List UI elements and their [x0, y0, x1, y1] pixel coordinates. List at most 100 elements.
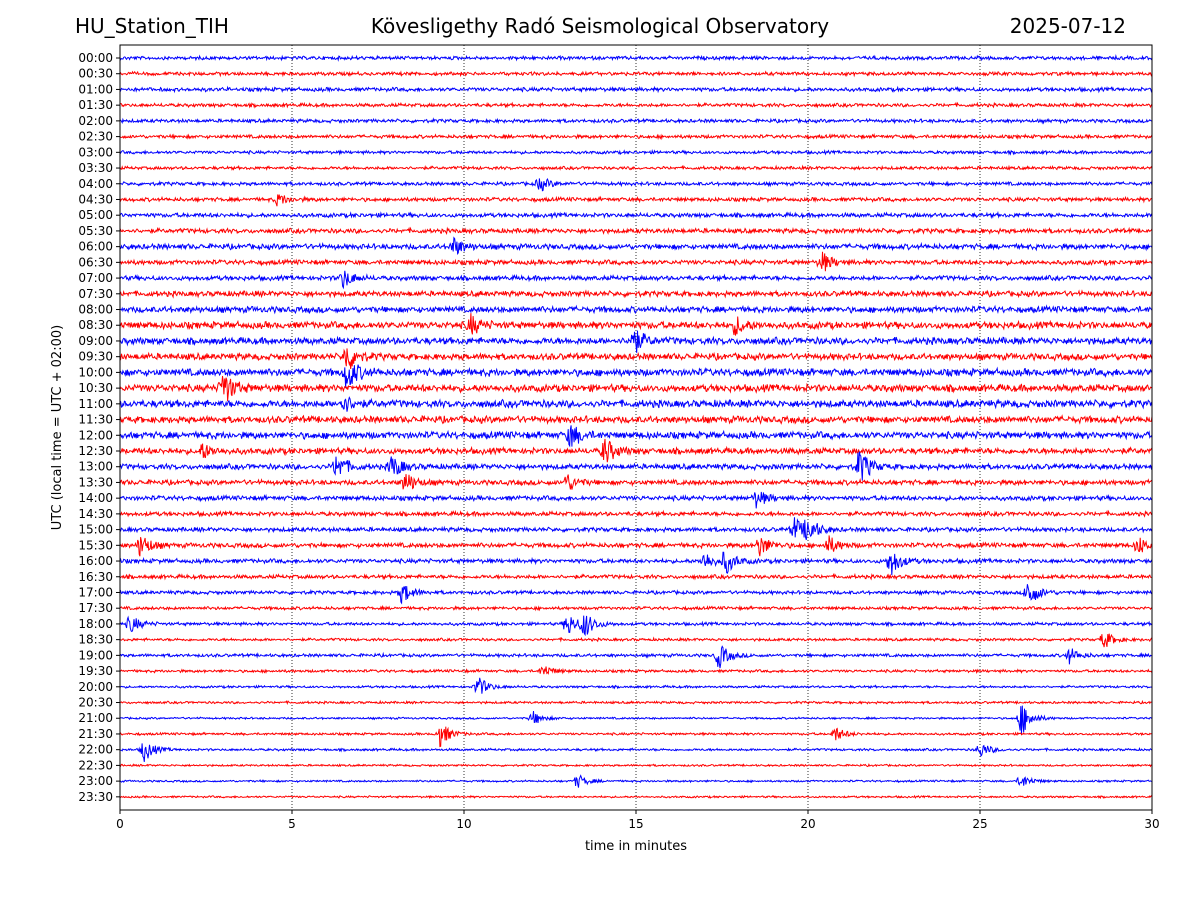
y-tick-label: 23:30 — [78, 790, 113, 804]
y-tick-label: 02:30 — [78, 130, 113, 144]
trace-2130 — [119, 726, 1153, 748]
trace-1630 — [119, 572, 1153, 581]
y-tick-label: 05:30 — [78, 224, 113, 238]
trace-1130 — [119, 414, 1153, 425]
trace-0400 — [119, 178, 1153, 192]
trace-1730 — [119, 604, 1153, 612]
trace-0830 — [119, 313, 1153, 336]
trace-1300 — [119, 451, 1153, 481]
y-tick-label: 15:30 — [78, 538, 113, 552]
y-tick-label: 18:30 — [78, 633, 113, 647]
trace-1100 — [119, 396, 1153, 412]
observatory-title: Kövesligethy Radó Seismological Observat… — [370, 14, 830, 38]
y-tick-label: 06:30 — [78, 255, 113, 269]
trace-0600 — [119, 236, 1153, 256]
x-tick-label: 25 — [972, 817, 987, 831]
station-name: HU_Station_TIH — [75, 14, 229, 38]
trace-0700 — [119, 270, 1153, 290]
trace-2230 — [119, 763, 1153, 768]
trace-0730 — [119, 289, 1153, 299]
x-axis-label: time in minutes — [585, 839, 687, 854]
trace-0630 — [119, 251, 1153, 272]
y-tick-label: 12:00 — [78, 428, 113, 442]
trace-1600 — [119, 551, 1153, 576]
y-tick-label: 14:30 — [78, 507, 113, 521]
y-tick-label: 03:00 — [78, 145, 113, 159]
x-tick-label: 30 — [1144, 817, 1159, 831]
y-tick-label: 16:00 — [78, 554, 113, 568]
trace-0230 — [119, 133, 1153, 141]
trace-0330 — [119, 164, 1153, 172]
x-tick-label: 10 — [456, 817, 471, 831]
y-tick-label: 00:00 — [78, 51, 113, 65]
y-tick-label: 09:30 — [78, 350, 113, 364]
trace-2300 — [119, 774, 1153, 788]
trace-1430 — [119, 509, 1153, 518]
y-tick-label: 14:00 — [78, 491, 113, 505]
trace-1800 — [119, 615, 1153, 637]
x-tick-label: 5 — [288, 817, 296, 831]
y-tick-label: 15:00 — [78, 523, 113, 537]
y-tick-label: 17:30 — [78, 601, 113, 615]
y-tick-label: 08:00 — [78, 303, 113, 317]
y-tick-label: 03:30 — [78, 161, 113, 175]
trace-1500 — [119, 517, 1153, 540]
x-tick-label: 0 — [116, 817, 124, 831]
trace-1830 — [119, 633, 1153, 648]
y-tick-label: 16:30 — [78, 570, 113, 584]
y-axis-label: UTC (local time = UTC + 02:00) — [50, 325, 65, 530]
trace-0200 — [119, 117, 1153, 125]
y-tick-label: 01:30 — [78, 98, 113, 112]
y-tick-label: 00:30 — [78, 67, 113, 81]
y-tick-label: 17:00 — [78, 585, 113, 599]
y-tick-label: 10:30 — [78, 381, 113, 395]
y-tick-label: 08:30 — [78, 318, 113, 332]
y-tick-label: 07:00 — [78, 271, 113, 285]
trace-0930 — [119, 348, 1153, 369]
trace-0500 — [119, 210, 1153, 220]
trace-2030 — [119, 699, 1153, 706]
chart-date: 2025-07-12 — [1009, 14, 1126, 38]
y-tick-label: 05:00 — [78, 208, 113, 222]
trace-1700 — [119, 584, 1153, 605]
y-tick-label: 12:30 — [78, 444, 113, 458]
trace-1200 — [120, 425, 1153, 448]
trace-0300 — [119, 148, 1153, 156]
y-tick-label: 20:00 — [78, 680, 113, 694]
y-tick-label: 21:00 — [78, 711, 113, 725]
y-tick-label: 22:00 — [78, 743, 113, 757]
trace-0430 — [119, 194, 1153, 207]
trace-1930 — [119, 666, 1153, 675]
trace-1030 — [119, 375, 1153, 402]
y-tick-label: 06:00 — [78, 240, 113, 254]
seismogram-traces — [119, 54, 1153, 800]
y-tick-label: 13:00 — [78, 460, 113, 474]
trace-2100 — [119, 705, 1152, 735]
trace-1000 — [119, 364, 1153, 389]
y-tick-label: 09:00 — [78, 334, 113, 348]
y-tick-label: 01:00 — [78, 82, 113, 96]
y-tick-label: 13:30 — [78, 475, 113, 489]
trace-0030 — [119, 70, 1153, 78]
y-tick-label: 22:30 — [78, 758, 113, 772]
y-tick-label: 19:00 — [78, 648, 113, 662]
trace-1900 — [119, 645, 1153, 669]
y-tick-label: 21:30 — [78, 727, 113, 741]
y-tick-label: 11:30 — [78, 413, 113, 427]
trace-2330 — [119, 794, 1153, 800]
trace-0530 — [119, 226, 1153, 236]
y-tick-label: 10:00 — [78, 365, 113, 379]
trace-0900 — [119, 330, 1153, 353]
trace-0800 — [119, 304, 1153, 315]
x-tick-label: 15 — [628, 817, 643, 831]
trace-1400 — [119, 491, 1153, 509]
trace-1230 — [119, 438, 1153, 463]
trace-2200 — [119, 743, 1152, 762]
y-tick-label: 04:30 — [78, 192, 113, 206]
trace-1530 — [119, 535, 1153, 557]
trace-0100 — [119, 85, 1153, 94]
x-axis-ticks: 0 5 10 15 20 25 30 — [116, 810, 1160, 831]
trace-1330 — [119, 474, 1153, 490]
